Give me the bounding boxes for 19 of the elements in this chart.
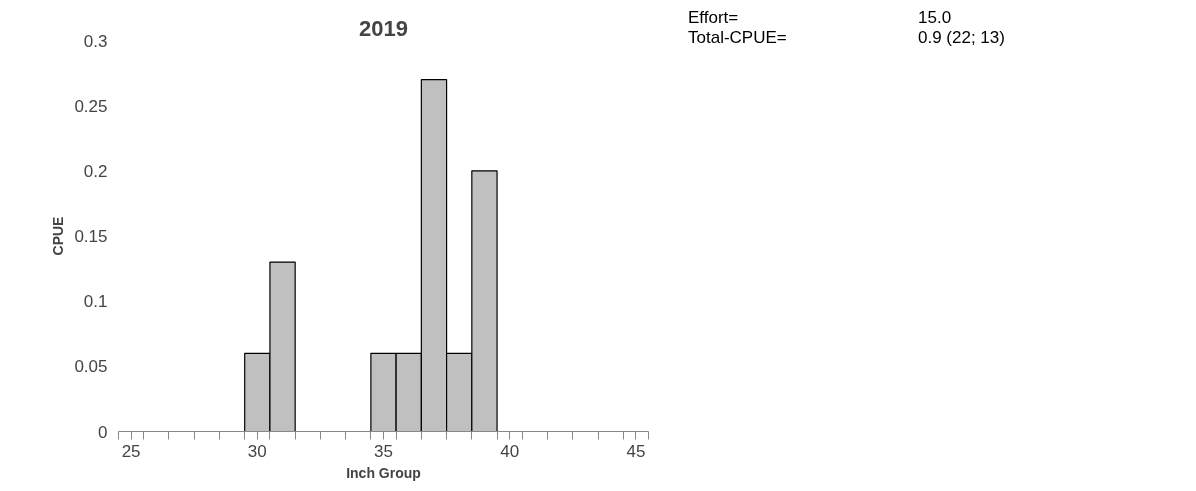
- y-tick-label: 0: [98, 422, 108, 442]
- text: Effort=: [688, 8, 740, 28]
- x-axis-title: Inch Group: [346, 464, 421, 481]
- y-tick-label: 0.3: [83, 31, 108, 51]
- y-tick-label: 0.1: [83, 292, 108, 312]
- x-tick-label: 25: [121, 441, 141, 461]
- x-tick-label: 30: [247, 441, 267, 461]
- text: Total-CPUE=: [688, 28, 788, 48]
- text: 0.9 (22; 13): [918, 28, 1005, 48]
- y-tick-label: 0.25: [74, 96, 108, 116]
- text: 15.0: [918, 8, 953, 28]
- y-tick-label: 0.05: [74, 357, 108, 377]
- y-axis-title: CPUE: [50, 216, 67, 256]
- x-tick-label: 35: [374, 441, 393, 461]
- x-tick-label: 45: [626, 441, 646, 461]
- x-tick-label: 40: [500, 441, 520, 461]
- y-tick-label: 0.2: [83, 161, 108, 181]
- chart-title: 2019: [359, 15, 408, 41]
- y-tick-label: 0.15: [74, 227, 108, 246]
